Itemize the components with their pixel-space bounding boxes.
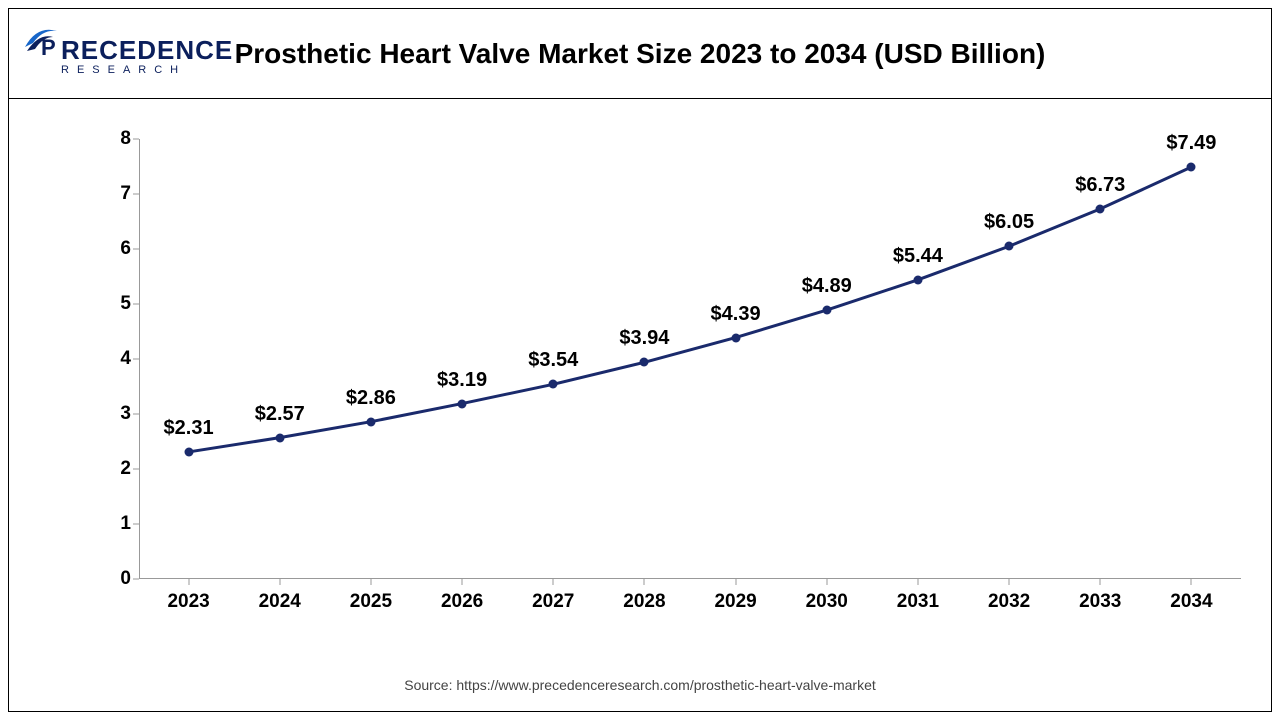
y-tick-label: 1 [103, 513, 131, 535]
x-tick-label: 2028 [623, 591, 665, 613]
x-tick-label: 2027 [532, 591, 574, 613]
data-point [549, 380, 558, 389]
y-tick-label: 8 [103, 128, 131, 150]
svg-text:P: P [41, 35, 56, 59]
y-tick-mark [133, 359, 139, 360]
y-tick-mark [133, 579, 139, 580]
x-tick-mark [1100, 579, 1101, 585]
data-point [366, 417, 375, 426]
logo-text: RECEDENCE [61, 35, 233, 66]
data-point [1005, 242, 1014, 251]
x-tick-mark [553, 579, 554, 585]
x-tick-mark [1191, 579, 1192, 585]
y-tick-mark [133, 249, 139, 250]
data-point [275, 433, 284, 442]
data-label: $7.49 [1166, 132, 1216, 155]
x-tick-label: 2030 [806, 591, 848, 613]
chart-area: 0123456782023202420252026202720282029203… [99, 139, 1241, 619]
y-tick-mark [133, 469, 139, 470]
data-point [731, 333, 740, 342]
y-tick-label: 4 [103, 348, 131, 370]
header-row: P RECEDENCE RESEARCH Prosthetic Heart Va… [9, 9, 1271, 99]
data-label: $6.73 [1075, 174, 1125, 197]
data-point [640, 358, 649, 367]
x-tick-label: 2034 [1170, 591, 1212, 613]
x-tick-label: 2033 [1079, 591, 1121, 613]
data-point [822, 306, 831, 315]
data-label: $2.57 [255, 403, 305, 426]
x-tick-label: 2023 [167, 591, 209, 613]
x-tick-mark [279, 579, 280, 585]
logo: P RECEDENCE RESEARCH [23, 23, 233, 76]
data-label: $5.44 [893, 245, 943, 268]
x-tick-mark [644, 579, 645, 585]
x-tick-mark [462, 579, 463, 585]
y-tick-label: 0 [103, 568, 131, 590]
y-tick-mark [133, 194, 139, 195]
x-tick-label: 2032 [988, 591, 1030, 613]
x-tick-label: 2024 [259, 591, 301, 613]
y-tick-label: 3 [103, 403, 131, 425]
plot-region: 0123456782023202420252026202720282029203… [139, 139, 1241, 579]
series-line [189, 167, 1192, 452]
logo-swoosh-icon: P [23, 23, 59, 59]
y-tick-label: 7 [103, 183, 131, 205]
x-tick-label: 2025 [350, 591, 392, 613]
y-tick-label: 6 [103, 238, 131, 260]
y-tick-mark [133, 139, 139, 140]
data-label: $2.31 [164, 417, 214, 440]
y-tick-mark [133, 304, 139, 305]
x-tick-mark [917, 579, 918, 585]
x-tick-mark [826, 579, 827, 585]
data-point [913, 275, 922, 284]
line-series [139, 139, 1241, 579]
data-label: $4.89 [802, 275, 852, 298]
data-point [1187, 163, 1196, 172]
data-label: $3.94 [619, 327, 669, 350]
y-tick-label: 5 [103, 293, 131, 315]
source-caption: Source: https://www.precedenceresearch.c… [9, 677, 1271, 693]
x-tick-mark [188, 579, 189, 585]
data-label: $2.86 [346, 387, 396, 410]
chart-frame: P RECEDENCE RESEARCH Prosthetic Heart Va… [8, 8, 1272, 712]
logo-subtext: RESEARCH [61, 64, 186, 76]
data-point [458, 399, 467, 408]
data-label: $3.54 [528, 349, 578, 372]
data-label: $3.19 [437, 369, 487, 392]
y-tick-mark [133, 414, 139, 415]
y-tick-mark [133, 524, 139, 525]
x-tick-mark [735, 579, 736, 585]
y-tick-label: 2 [103, 458, 131, 480]
x-tick-label: 2031 [897, 591, 939, 613]
x-tick-label: 2029 [714, 591, 756, 613]
data-point [184, 447, 193, 456]
data-label: $4.39 [711, 303, 761, 326]
x-tick-mark [1009, 579, 1010, 585]
x-tick-mark [370, 579, 371, 585]
data-point [1096, 204, 1105, 213]
x-tick-label: 2026 [441, 591, 483, 613]
data-label: $6.05 [984, 211, 1034, 234]
